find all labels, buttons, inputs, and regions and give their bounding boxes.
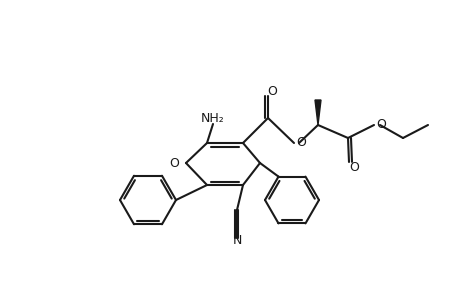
Text: N: N [232, 235, 241, 248]
Polygon shape [314, 100, 320, 125]
Text: O: O [375, 118, 385, 130]
Text: O: O [169, 157, 179, 169]
Text: O: O [296, 136, 305, 148]
Text: NH₂: NH₂ [201, 112, 224, 124]
Text: O: O [267, 85, 276, 98]
Text: O: O [348, 160, 358, 173]
